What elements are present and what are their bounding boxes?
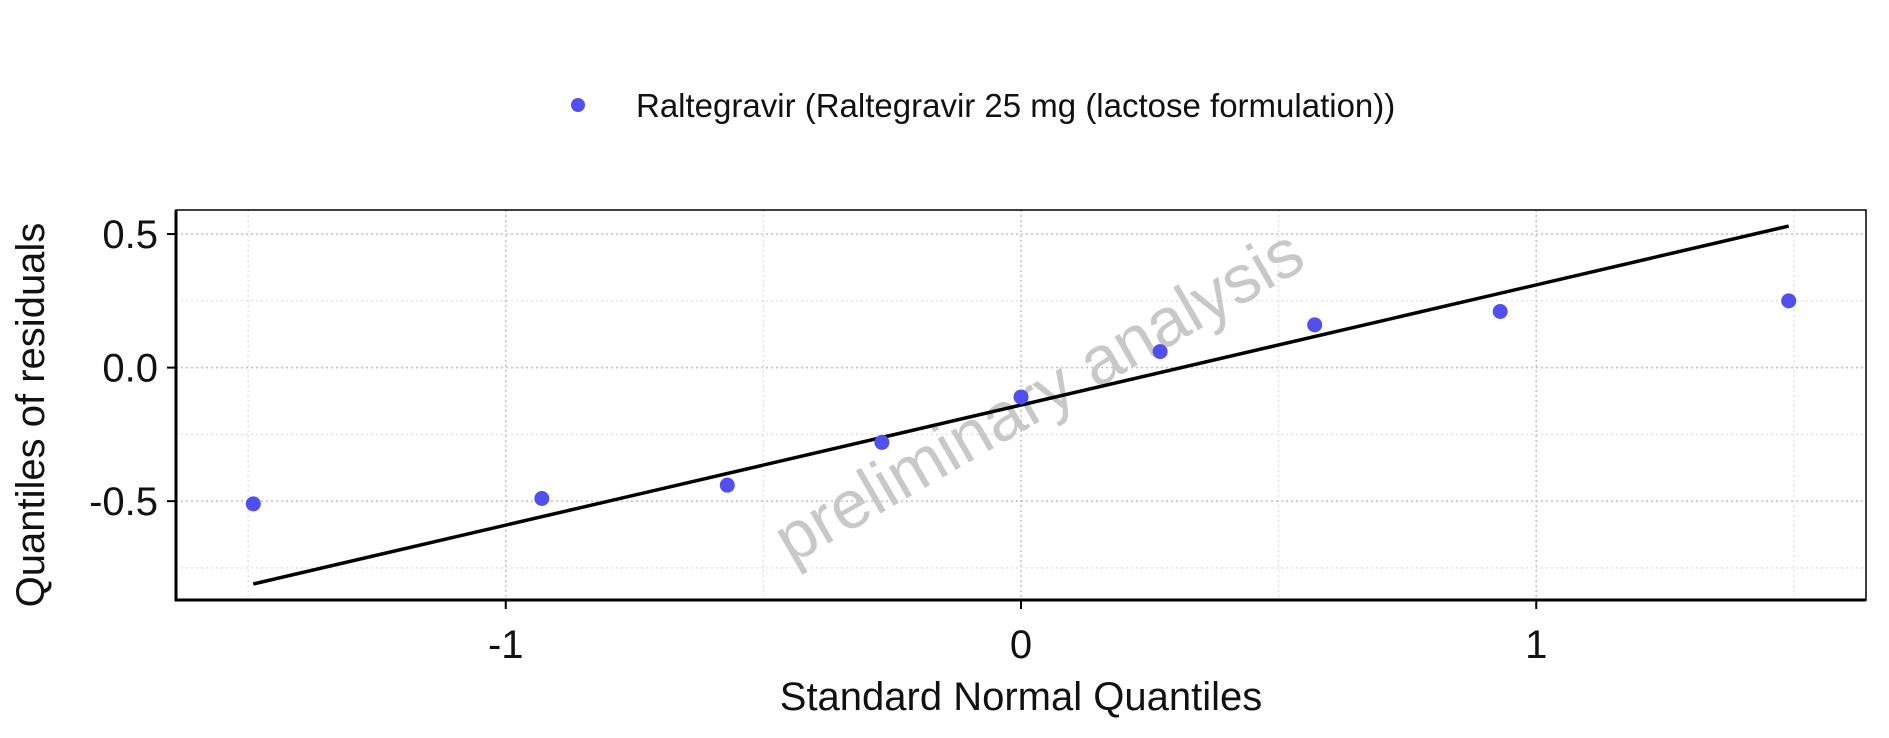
data-point	[1152, 344, 1168, 360]
y-axis-ticks: -0.5 0.0 0.5	[89, 213, 176, 524]
y-tick-label: 0.5	[102, 213, 158, 257]
legend: Raltegravir (Raltegravir 25 mg (lactose …	[571, 87, 1395, 124]
x-tick-label: -1	[488, 623, 524, 667]
x-tick-label: 1	[1525, 623, 1547, 667]
data-points	[245, 293, 1797, 512]
x-tick-label: 0	[1010, 623, 1032, 667]
legend-label: Raltegravir (Raltegravir 25 mg (lactose …	[636, 87, 1395, 124]
data-point	[245, 496, 261, 512]
data-point	[534, 490, 550, 506]
plot-border	[174, 210, 1866, 602]
y-axis-title: Quantiles of residuals	[9, 223, 53, 608]
y-tick-label: -0.5	[89, 480, 158, 524]
watermark-text: preliminary analysis	[761, 213, 1316, 577]
x-axis-title: Standard Normal Quantiles	[780, 675, 1262, 719]
x-axis-ticks: -1 0 1	[488, 600, 1547, 667]
data-point	[874, 434, 890, 450]
legend-marker	[571, 98, 585, 112]
y-tick-label: 0.0	[102, 347, 158, 391]
data-point	[1492, 304, 1508, 320]
data-point	[1781, 293, 1797, 309]
data-point	[1013, 389, 1029, 405]
reference-line	[252, 224, 1790, 586]
data-point	[719, 477, 735, 493]
data-point	[1307, 317, 1323, 333]
